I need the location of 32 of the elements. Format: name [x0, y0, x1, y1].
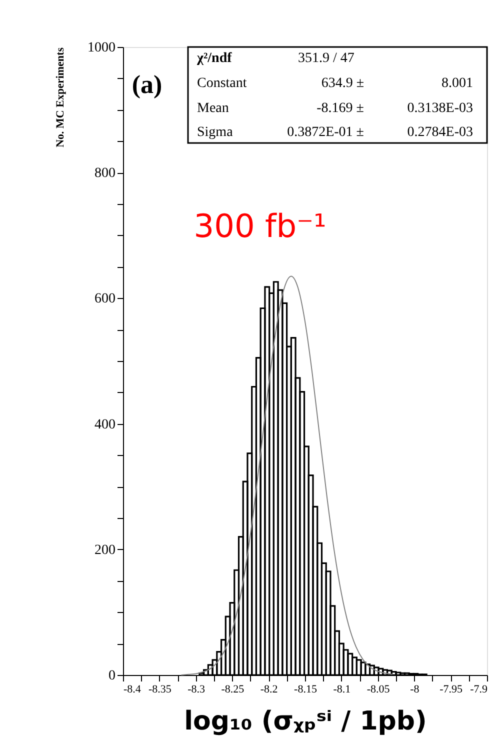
y-tick-label: 600: [94, 292, 116, 307]
x-tick-label: -8.25: [221, 684, 245, 696]
x-tick-label: -8.35: [148, 684, 172, 696]
annotation: -8.169 ±: [316, 101, 364, 116]
x-tick-label: -8.15: [294, 684, 318, 696]
annotation: Constant: [197, 76, 247, 91]
x-tick-label: -8.3: [188, 684, 206, 696]
x-tick-label: -8.2: [260, 684, 278, 696]
annotation: 8.001: [442, 76, 473, 91]
x-tick-label: -8.05: [366, 684, 390, 696]
y-tick-label: 0: [108, 668, 116, 684]
x-axis-title: log₁₀ (σᵪₚˢⁱ / 1pb): [184, 706, 427, 736]
x-tick-label: -7.9: [470, 684, 488, 696]
annotation: 351.9 / 47: [298, 51, 354, 66]
x-tick-label: -8: [410, 684, 420, 696]
annotation: χ²/ndf: [196, 51, 232, 66]
x-tick-label: -7.95: [440, 684, 464, 696]
y-axis-title: No. MC Experiments: [54, 46, 66, 148]
annotation: Mean: [197, 101, 229, 116]
x-tick-label: -8.1: [333, 684, 351, 696]
annotation: 634.9 ±: [321, 76, 364, 91]
y-tick-label: 200: [94, 542, 116, 558]
annotation: (a): [132, 70, 162, 99]
y-tick-label: 400: [94, 417, 116, 432]
annotation: 300 fb⁻¹: [194, 207, 326, 245]
y-tick-label: 1000: [88, 40, 116, 56]
x-tick-label: -8.4: [124, 684, 142, 696]
y-tick-label: 800: [94, 166, 116, 182]
annotation: 0.3138E-03: [407, 101, 473, 116]
annotation: Sigma: [197, 125, 234, 140]
annotation: 0.2784E-03: [407, 125, 473, 140]
annotation: 0.3872E-01 ±: [287, 125, 364, 140]
